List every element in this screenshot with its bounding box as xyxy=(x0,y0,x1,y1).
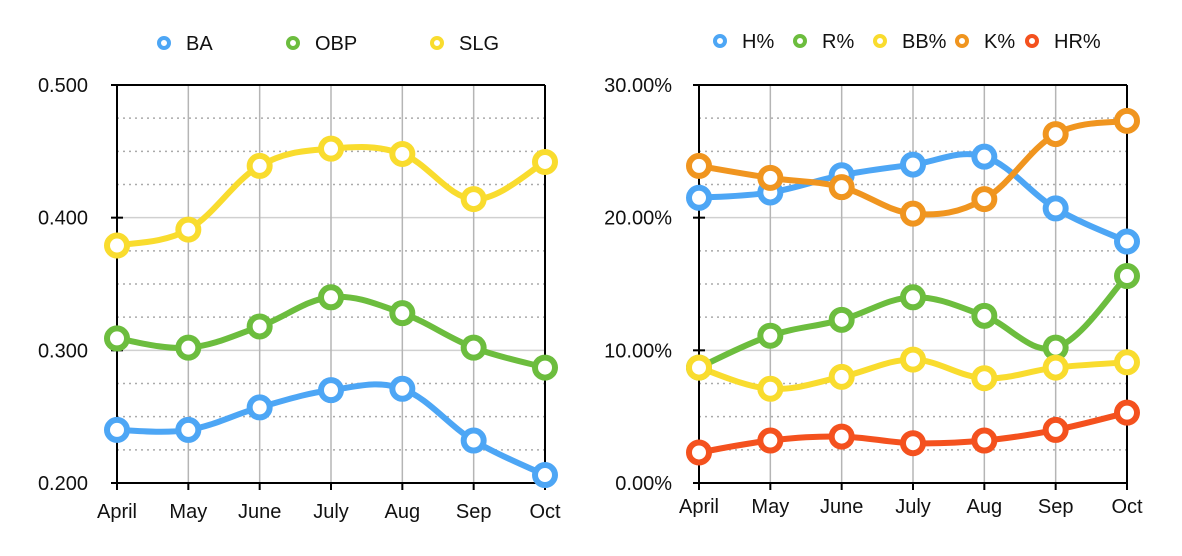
legend-label: K% xyxy=(984,31,1015,53)
legend-marker-icon xyxy=(430,36,444,50)
y-tick-label: 0.00% xyxy=(615,473,672,495)
legend-label: H% xyxy=(742,31,774,53)
data-point-r-pct xyxy=(757,322,784,349)
legend-marker-icon xyxy=(157,36,171,50)
legend-label: HR% xyxy=(1054,31,1101,53)
data-point-slg xyxy=(389,140,416,167)
data-point-k-pct xyxy=(686,152,712,179)
x-tick-label: July xyxy=(895,496,931,518)
x-tick-label: July xyxy=(313,501,349,523)
y-tick-label: 0.300 xyxy=(38,340,88,362)
x-tick-label: Sep xyxy=(456,501,492,523)
x-tick-label: April xyxy=(679,496,719,518)
data-point-obp xyxy=(246,313,273,340)
x-tick-label: May xyxy=(751,496,789,518)
y-tick-label: 0.200 xyxy=(38,473,88,495)
legend-marker-icon xyxy=(793,34,807,48)
legend-marker-icon xyxy=(286,36,300,50)
data-point-h-pct xyxy=(1114,228,1140,255)
x-tick-label: April xyxy=(97,501,137,523)
x-tick-label: Aug xyxy=(385,501,421,523)
data-point-ba xyxy=(532,462,558,489)
x-tick-label: May xyxy=(169,501,207,523)
data-point-hr-pct xyxy=(1042,416,1069,443)
data-point-hr-pct xyxy=(1114,399,1140,426)
data-point-bb-pct xyxy=(1114,349,1140,376)
data-point-hr-pct xyxy=(828,423,855,450)
data-point-obp xyxy=(389,300,416,327)
data-point-obp xyxy=(318,284,344,311)
x-tick-label: June xyxy=(238,501,281,523)
data-point-bb-pct xyxy=(900,346,926,373)
data-point-r-pct xyxy=(900,284,926,311)
data-point-slg xyxy=(246,152,273,179)
x-tick-label: June xyxy=(820,496,863,518)
legend-1: BA OBP SLG xyxy=(157,33,499,55)
x-tick-label: Sep xyxy=(1038,496,1074,518)
data-point-h-pct xyxy=(1042,195,1069,222)
data-point-obp xyxy=(532,354,558,381)
legend-label: BB% xyxy=(902,31,947,53)
data-point-slg xyxy=(460,186,487,213)
data-point-ba xyxy=(460,427,487,454)
data-point-k-pct xyxy=(971,186,998,213)
legend-marker-icon xyxy=(955,34,969,48)
legend-label: SLG xyxy=(459,33,499,55)
data-point-hr-pct xyxy=(757,427,784,454)
y-tick-label: 10.00% xyxy=(604,340,672,362)
y-tick-label: 0.500 xyxy=(38,75,88,97)
y-tick-label: 30.00% xyxy=(604,75,672,97)
legend-label: BA xyxy=(186,33,213,55)
legend-marker-icon xyxy=(873,34,887,48)
legend-marker-icon xyxy=(713,34,727,48)
data-point-bb-pct xyxy=(757,375,784,402)
y-tick-label: 20.00% xyxy=(604,208,672,230)
data-point-bb-pct xyxy=(1042,354,1069,381)
data-point-k-pct xyxy=(900,200,926,227)
data-point-slg xyxy=(532,148,558,175)
data-point-hr-pct xyxy=(686,439,712,466)
y-tick-label: 0.400 xyxy=(38,208,88,230)
data-point-hr-pct xyxy=(971,427,998,454)
data-point-slg xyxy=(175,216,202,243)
data-point-h-pct xyxy=(971,143,998,170)
chart-2: 0.00% 10.00% 20.00% 30.00% April May June July A… xyxy=(604,31,1143,518)
data-point-hr-pct xyxy=(900,430,926,457)
data-point-obp xyxy=(104,325,130,352)
data-point-r-pct xyxy=(828,306,855,333)
legend-label: OBP xyxy=(315,33,357,55)
data-point-bb-pct xyxy=(828,363,855,390)
legend-marker-icon xyxy=(1025,34,1039,48)
chart-1: 0.200 0.300 0.400 0.500 April May June July Aug S… xyxy=(38,33,561,523)
data-point-k-pct xyxy=(1042,121,1069,148)
data-point-r-pct xyxy=(971,302,998,329)
data-point-obp xyxy=(175,334,202,361)
data-point-h-pct xyxy=(900,151,926,178)
data-point-obp xyxy=(460,334,487,361)
data-point-ba xyxy=(246,394,273,421)
data-point-ba xyxy=(318,377,344,404)
data-point-bb-pct xyxy=(971,365,998,392)
data-point-r-pct xyxy=(1114,263,1140,290)
legend-label: R% xyxy=(822,31,854,53)
data-point-slg xyxy=(104,232,130,259)
data-point-k-pct xyxy=(1114,107,1140,134)
x-tick-label: Aug xyxy=(967,496,1003,518)
data-point-k-pct xyxy=(828,174,855,201)
x-tick-label: Oct xyxy=(529,501,561,523)
data-point-ba xyxy=(104,416,130,443)
data-point-slg xyxy=(318,135,344,162)
data-point-ba xyxy=(389,375,416,402)
data-point-k-pct xyxy=(757,164,784,191)
data-point-ba xyxy=(175,416,202,443)
x-tick-label: Oct xyxy=(1111,496,1143,518)
data-point-h-pct xyxy=(686,184,712,211)
data-point-bb-pct xyxy=(686,354,712,381)
legend-2: H% R% BB% K% HR% xyxy=(713,31,1101,53)
